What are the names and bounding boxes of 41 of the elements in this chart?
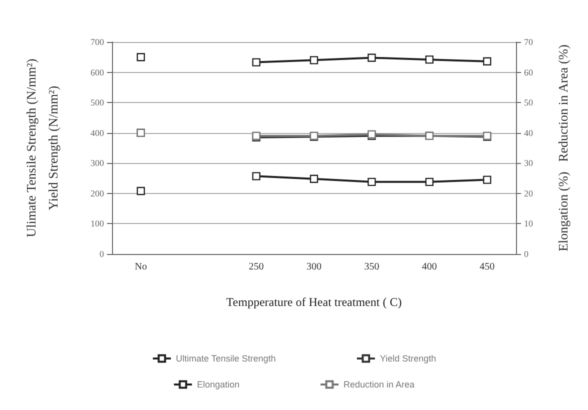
y2-tick-label: 70 [524, 37, 534, 47]
y2-axis-title: Elongation (%) Reduction in Area (%) [556, 44, 570, 252]
point [136, 186, 145, 196]
y2-tick-label: 0 [524, 249, 529, 259]
point [483, 176, 492, 184]
y-tick-label: 400 [90, 128, 104, 138]
y-tick-label: 0 [100, 249, 104, 259]
x-tick-label: 300 [306, 262, 322, 272]
y-tick-label: 700 [90, 37, 104, 47]
y-axis-title: Ulimate Tensile Strength (N/mm²) Yield Strength (N/mm²) [24, 58, 60, 238]
y2-tick-label: 20 [524, 188, 534, 198]
x-tick-label: 250 [248, 262, 264, 272]
y2-tick-label: 40 [524, 128, 534, 138]
y-tick-label: 500 [90, 98, 104, 108]
x-axis-title: Tempperature of Heat treatment ( C) [226, 295, 402, 309]
y2-tick-label: 30 [524, 158, 534, 168]
point [136, 53, 145, 62]
legend-label: Yield Strength [380, 354, 436, 364]
y2-tick-label: 60 [524, 67, 534, 78]
x-tick-label: No [134, 262, 147, 272]
point [368, 54, 376, 62]
point [425, 178, 434, 186]
x-tick-label: 450 [480, 262, 495, 272]
y-tick-label: 600 [90, 67, 104, 78]
point [310, 56, 318, 64]
y-tick-label: 300 [90, 158, 104, 168]
legend-label: Ultimate Tensile Strength [176, 354, 276, 364]
point [483, 57, 492, 66]
point [310, 174, 318, 183]
y-tick-label: 100 [90, 218, 104, 229]
legend-label: Elongation [196, 380, 240, 390]
legend-label: Reduction in Area [343, 380, 415, 390]
y2-tick-label: 10 [524, 218, 534, 229]
x-tick-label: 350 [364, 262, 380, 272]
y2-tick-label: 50 [524, 98, 534, 108]
point [252, 172, 260, 180]
point [425, 55, 434, 64]
x-tick-label: 400 [422, 262, 437, 272]
point [368, 178, 376, 186]
point [252, 58, 260, 66]
y-tick-label: 200 [90, 188, 104, 198]
